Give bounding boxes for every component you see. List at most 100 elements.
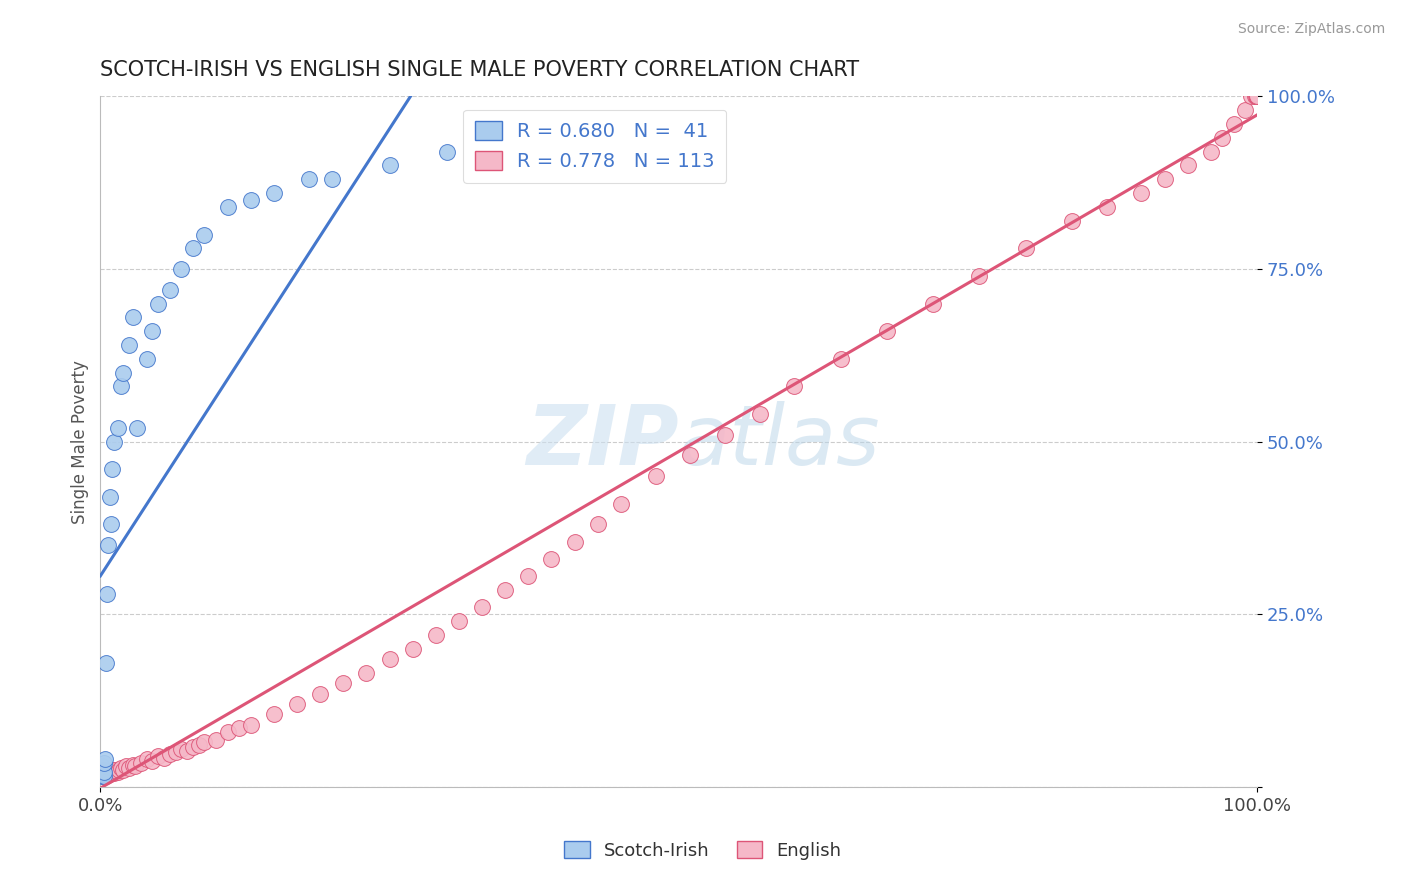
Point: [91, 763, 114, 777]
Point: [98, 490, 121, 504]
Text: atlas: atlas: [679, 401, 880, 483]
Point: [112, 763, 135, 777]
Point: [1095, 200, 1118, 214]
Point: [112, 366, 135, 380]
Point: [1246, 89, 1268, 103]
Point: [91, 764, 114, 779]
Point: [94, 769, 117, 783]
Point: [205, 732, 228, 747]
Point: [356, 665, 378, 680]
Point: [471, 600, 494, 615]
Point: [104, 763, 127, 777]
Point: [425, 628, 447, 642]
Point: [187, 739, 209, 753]
Point: [153, 751, 176, 765]
Point: [93, 764, 115, 779]
Point: [107, 421, 129, 435]
Point: [90, 764, 112, 779]
Point: [97, 763, 120, 777]
Point: [98, 764, 121, 779]
Point: [93, 756, 115, 770]
Point: [90, 769, 112, 783]
Point: [90, 759, 112, 773]
Point: [228, 721, 250, 735]
Point: [91, 766, 114, 780]
Point: [94, 763, 117, 777]
Point: [135, 351, 157, 366]
Point: [97, 538, 120, 552]
Point: [436, 145, 458, 159]
Point: [1244, 89, 1267, 103]
Point: [239, 193, 262, 207]
Point: [93, 769, 115, 783]
Point: [714, 427, 737, 442]
Point: [141, 754, 163, 768]
Point: [90, 767, 112, 781]
Point: [193, 227, 215, 242]
Point: [1246, 89, 1268, 103]
Point: [91, 767, 114, 781]
Point: [1243, 89, 1265, 103]
Point: [141, 324, 163, 338]
Point: [103, 434, 125, 449]
Point: [176, 744, 198, 758]
Point: [90, 764, 112, 779]
Point: [93, 766, 115, 780]
Point: [644, 469, 666, 483]
Point: [91, 769, 114, 783]
Point: [610, 497, 633, 511]
Point: [1246, 89, 1268, 103]
Point: [494, 583, 516, 598]
Point: [217, 724, 239, 739]
Point: [94, 752, 117, 766]
Point: [1153, 172, 1175, 186]
Point: [101, 764, 124, 779]
Point: [263, 707, 285, 722]
Point: [118, 338, 141, 352]
Point: [101, 763, 124, 777]
Point: [90, 769, 112, 783]
Text: ZIP: ZIP: [526, 401, 679, 483]
Point: [1246, 89, 1268, 103]
Point: [217, 200, 239, 214]
Point: [93, 769, 115, 783]
Point: [148, 296, 170, 310]
Point: [1246, 89, 1268, 103]
Point: [783, 379, 806, 393]
Point: [969, 268, 991, 283]
Point: [1234, 103, 1257, 118]
Point: [96, 767, 118, 781]
Point: [96, 586, 118, 600]
Point: [159, 283, 181, 297]
Point: [148, 748, 170, 763]
Point: [165, 745, 187, 759]
Point: [135, 752, 157, 766]
Legend: Scotch-Irish, English: Scotch-Irish, English: [557, 834, 849, 867]
Point: [91, 767, 114, 781]
Point: [89, 766, 111, 780]
Point: [96, 764, 118, 779]
Point: [1130, 186, 1153, 200]
Point: [129, 756, 152, 770]
Point: [121, 757, 143, 772]
Point: [378, 159, 401, 173]
Text: Source: ZipAtlas.com: Source: ZipAtlas.com: [1237, 22, 1385, 37]
Point: [101, 764, 124, 779]
Point: [170, 742, 193, 756]
Point: [103, 766, 125, 780]
Point: [748, 407, 770, 421]
Point: [91, 766, 114, 780]
Point: [94, 769, 117, 783]
Y-axis label: Single Male Poverty: Single Male Poverty: [72, 359, 89, 524]
Point: [94, 656, 117, 670]
Point: [586, 517, 609, 532]
Point: [239, 717, 262, 731]
Point: [101, 462, 124, 476]
Point: [110, 379, 132, 393]
Point: [94, 764, 117, 779]
Point: [90, 769, 112, 783]
Point: [1177, 159, 1199, 173]
Point: [830, 351, 852, 366]
Point: [181, 241, 204, 255]
Point: [108, 763, 131, 777]
